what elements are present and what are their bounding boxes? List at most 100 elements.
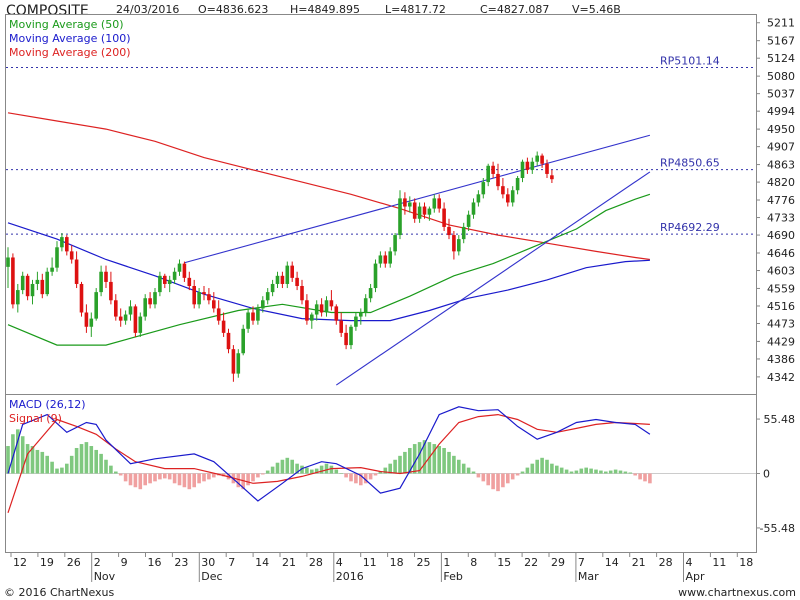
macd-histogram-bar <box>104 459 108 474</box>
candle-body <box>545 163 549 174</box>
macd-histogram-bar <box>417 442 422 474</box>
macd-histogram-bar <box>579 468 584 474</box>
candle-body <box>177 263 182 272</box>
candle-body <box>388 251 392 264</box>
macd-histogram-bar <box>207 473 211 480</box>
macd-histogram-bar <box>349 473 353 482</box>
candle-body <box>550 175 554 180</box>
x-tick-day: 21 <box>282 556 296 569</box>
macd-histogram-bar <box>128 473 133 486</box>
candle-body <box>486 165 490 183</box>
macd-histogram-bar <box>403 451 407 474</box>
candle-body <box>226 332 231 350</box>
macd-histogram-bar <box>461 463 466 474</box>
candle-body <box>452 235 456 252</box>
macd-histogram-bar <box>550 463 554 474</box>
candle-body <box>339 320 343 333</box>
footer-url[interactable]: www.chartnexus.com <box>678 586 796 599</box>
macd-histogram-bar <box>393 459 397 474</box>
trendline <box>335 171 651 386</box>
candle-body <box>236 353 241 374</box>
candle-body <box>481 182 486 195</box>
candle-body <box>6 257 10 267</box>
macd-histogram-bar <box>491 473 495 490</box>
candle-body <box>491 165 495 174</box>
candle-body <box>540 155 544 164</box>
candle-body <box>11 257 15 305</box>
macd-histogram-bar <box>187 473 192 490</box>
macd-histogram-bar <box>236 473 241 488</box>
macd-histogram-bar <box>515 473 520 476</box>
macd-histogram-bar <box>241 473 245 490</box>
candle-body <box>207 294 211 301</box>
candle-body <box>373 263 378 289</box>
x-tick-day: 8 <box>470 556 477 569</box>
macd-histogram-bar <box>143 473 147 486</box>
candle-body <box>84 312 89 327</box>
candle-body <box>30 283 35 297</box>
macd-histogram-bar <box>84 442 89 474</box>
macd-histogram-bar <box>314 468 319 474</box>
macd-histogram-bar <box>261 473 265 475</box>
candle-body <box>79 283 84 313</box>
candle-body <box>148 298 152 305</box>
x-tick-day: 18 <box>739 556 753 569</box>
candle-body <box>212 300 216 309</box>
price-tick-label: 4994 <box>767 105 795 118</box>
price-tick-label: 5124 <box>767 52 795 65</box>
macd-tick-label: -55.48 <box>760 522 795 535</box>
reference-level-label: RP5101.14 <box>660 55 720 68</box>
candle-body <box>167 279 172 284</box>
macd-histogram-bar <box>89 446 94 474</box>
candle-body <box>89 318 94 327</box>
candle-body <box>310 314 314 321</box>
candle-body <box>69 251 74 260</box>
price-tick-label: 4646 <box>767 247 795 260</box>
candle-body <box>187 277 192 287</box>
macd-histogram-bar <box>334 469 339 474</box>
candle-body <box>427 208 432 215</box>
macd-histogram-bar <box>584 467 588 474</box>
candle-body <box>216 308 221 321</box>
macd-histogram-bar <box>148 473 152 484</box>
ma200-line <box>7 112 650 261</box>
candle-body <box>256 308 260 321</box>
macd-histogram-bar <box>447 451 451 474</box>
macd-histogram-bar <box>25 444 30 474</box>
macd-histogram-bar <box>339 473 343 474</box>
macd-histogram-bar <box>344 473 348 478</box>
header-volume: V=5.46B <box>572 3 621 16</box>
header-symbol: COMPOSITE <box>6 3 89 19</box>
candle-body <box>359 312 363 317</box>
macd-histogram-bar <box>285 457 290 474</box>
candle-body <box>192 286 196 305</box>
candle-body <box>265 292 270 301</box>
candle-body <box>525 161 530 170</box>
candle-body <box>246 312 250 329</box>
price-tick-label: 4863 <box>767 159 795 172</box>
price-tick-label: 4603 <box>767 265 795 278</box>
macd-histogram-bar <box>202 473 206 482</box>
macd-histogram-bar <box>55 468 59 474</box>
candle-body <box>324 300 329 313</box>
x-tick-day: 29 <box>551 556 565 569</box>
x-tick-month: 2016 <box>336 570 364 583</box>
macd-histogram-bar <box>363 473 368 484</box>
candle-body <box>378 255 383 264</box>
candle-body <box>114 300 118 317</box>
candle-body <box>280 275 285 284</box>
price-tick-label: 4690 <box>767 229 795 242</box>
macd-tick-label: 0 <box>763 468 770 481</box>
trendline <box>184 134 651 264</box>
candle-body <box>363 298 368 313</box>
macd-histogram-bar <box>118 473 123 476</box>
macd-histogram-bar <box>378 471 383 474</box>
candle-body <box>118 316 123 321</box>
macd-histogram-bar <box>280 459 285 474</box>
macd-histogram-bar <box>329 465 334 474</box>
candle-body <box>202 292 206 295</box>
candle-body <box>197 292 201 305</box>
macd-histogram-bar <box>442 447 446 474</box>
candle-body <box>251 312 255 321</box>
macd-histogram-bar <box>555 465 559 474</box>
